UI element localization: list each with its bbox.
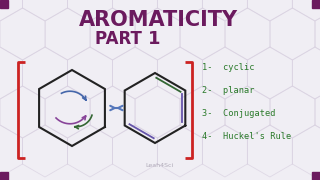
Bar	[0, 0, 8, 8]
Text: Leah4Sci: Leah4Sci	[146, 163, 174, 168]
Text: 2-  planar: 2- planar	[202, 86, 254, 95]
Text: 4-  Huckel's Rule: 4- Huckel's Rule	[202, 132, 291, 141]
Text: AROMATICITY: AROMATICITY	[78, 10, 237, 30]
Text: 1-  cyclic: 1- cyclic	[202, 63, 254, 72]
Bar	[0, 172, 8, 180]
Text: 1: 1	[148, 30, 161, 48]
Bar	[312, 172, 320, 180]
Bar	[312, 0, 320, 8]
Text: PART: PART	[95, 30, 148, 48]
Text: 3-  Conjugated: 3- Conjugated	[202, 109, 276, 118]
